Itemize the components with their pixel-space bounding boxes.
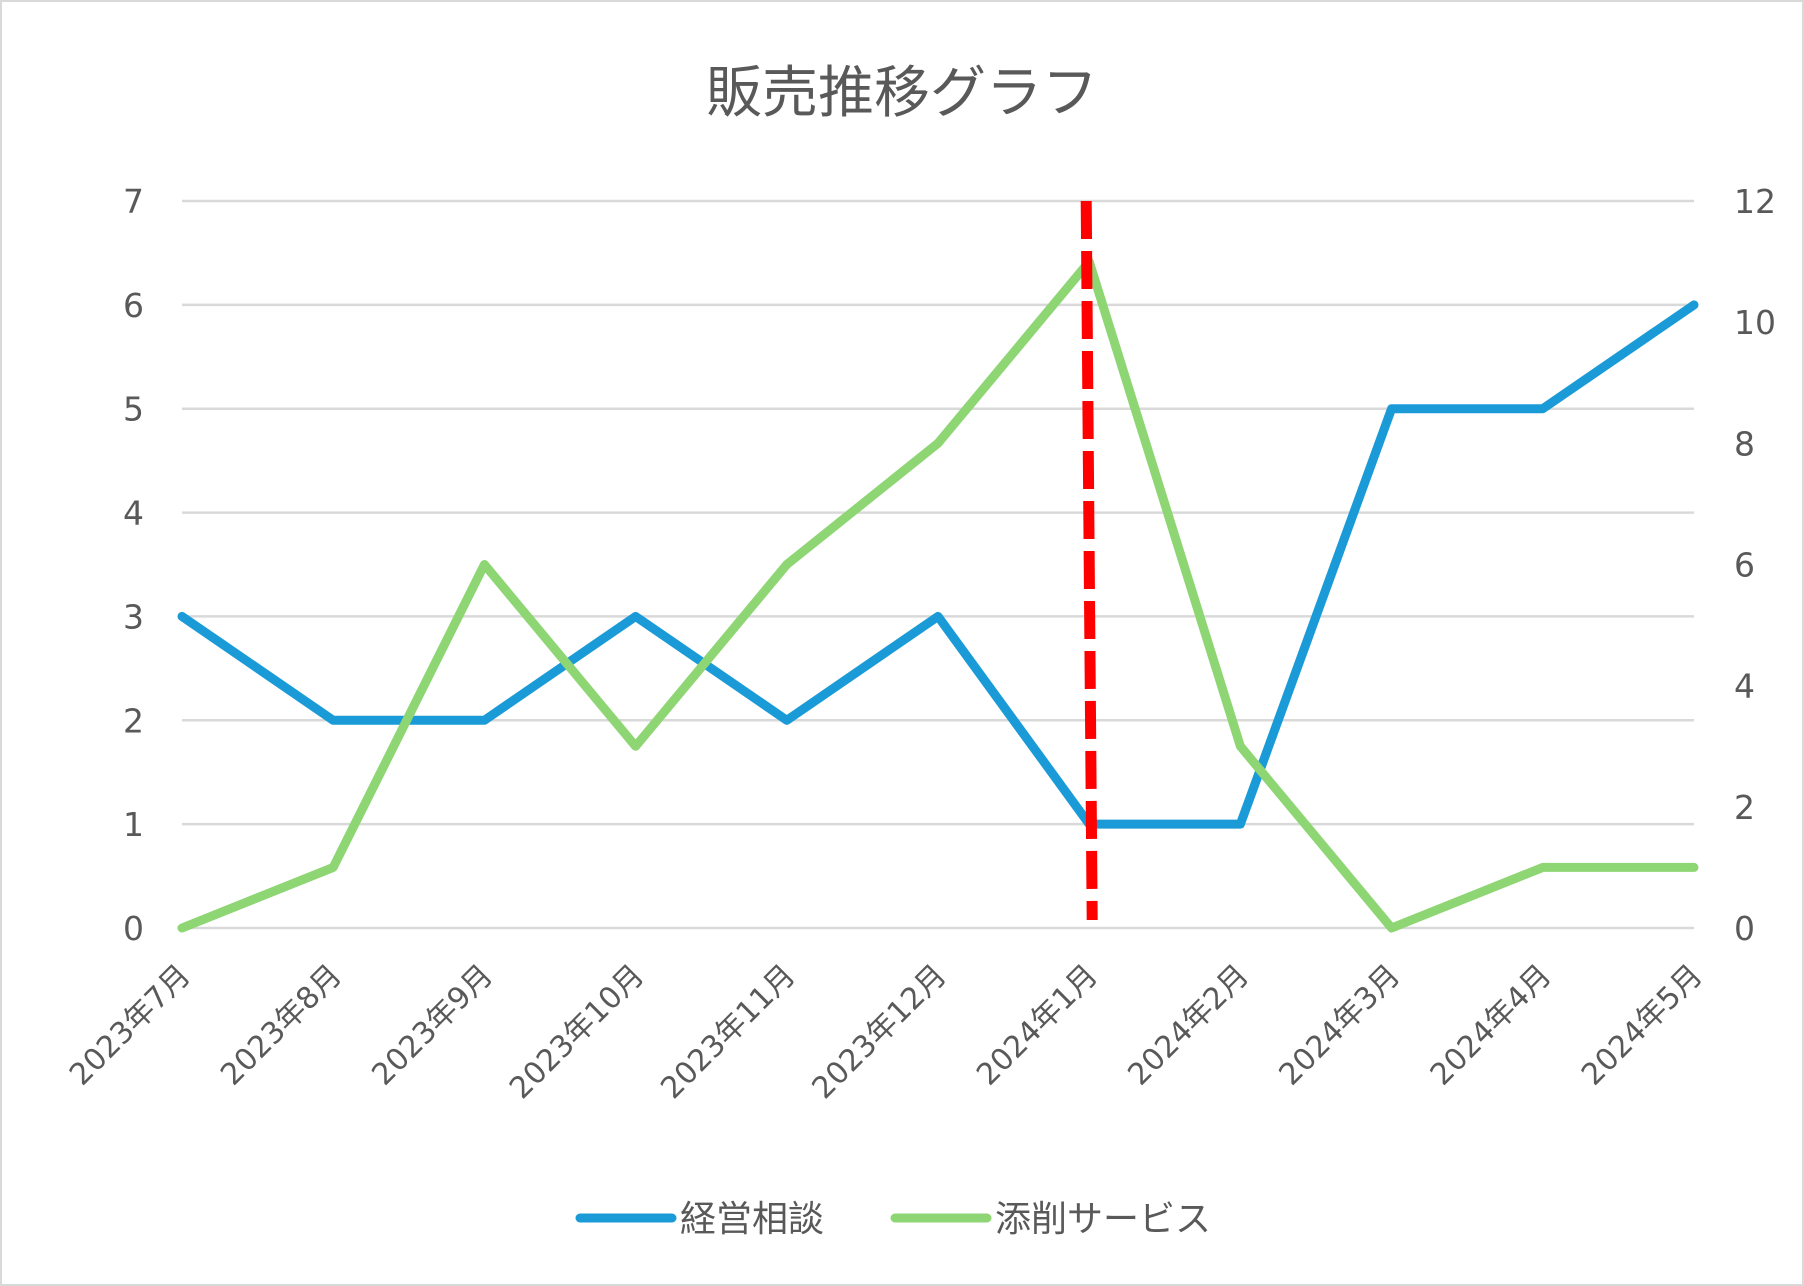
x-tick-label: 2023年7月 — [63, 958, 198, 1093]
series-line-1 — [177, 300, 1699, 829]
x-tick-label: 2023年9月 — [365, 958, 500, 1093]
chart-title: 販売推移グラフ — [706, 61, 1098, 126]
left-y-axis: 0 1 2 3 4 5 6 7 — [123, 182, 144, 948]
data-point — [1391, 927, 1393, 929]
left-tick-label: 5 — [123, 390, 144, 429]
data-point — [937, 442, 939, 444]
data-point — [483, 719, 485, 721]
right-tick-label: 2 — [1734, 788, 1755, 827]
data-point — [1239, 745, 1241, 747]
data-point — [635, 615, 637, 617]
right-tick-label: 4 — [1734, 667, 1755, 706]
x-tick-label: 2024年1月 — [970, 958, 1105, 1093]
left-tick-label: 4 — [123, 494, 144, 533]
left-tick-label: 1 — [123, 805, 144, 844]
x-tick-label: 2023年10月 — [503, 958, 651, 1106]
marker-line — [1080, 200, 1098, 921]
data-point — [483, 564, 485, 566]
left-tick-label: 2 — [123, 701, 144, 740]
marker-line-group — [1080, 200, 1098, 921]
right-tick-label: 10 — [1734, 303, 1776, 342]
x-tick-label: 2023年11月 — [654, 958, 802, 1106]
legend-label: 経営相談 — [680, 1199, 824, 1240]
legend-label: 添削サービス — [995, 1199, 1211, 1240]
right-tick-label: 12 — [1734, 182, 1776, 221]
series-lines — [177, 257, 1699, 933]
x-tick-label: 2024年2月 — [1121, 958, 1256, 1093]
data-point — [1391, 408, 1393, 410]
x-tick-label: 2023年12月 — [805, 958, 953, 1106]
left-tick-label: 3 — [123, 597, 144, 636]
data-point — [937, 615, 939, 617]
data-point — [1239, 823, 1241, 825]
data-point — [1693, 866, 1695, 868]
legend: 経営相談 添削サービス — [575, 1199, 1211, 1240]
left-tick-label: 7 — [123, 182, 144, 221]
data-point — [635, 745, 637, 747]
data-point — [1542, 866, 1544, 868]
right-y-axis: 0 2 4 6 8 10 12 — [1734, 182, 1776, 948]
data-point — [1693, 304, 1695, 306]
x-tick-label: 2023年8月 — [214, 958, 349, 1093]
right-tick-label: 6 — [1734, 546, 1755, 585]
gridlines — [182, 199, 1694, 930]
data-point — [181, 927, 183, 929]
left-tick-label: 6 — [123, 286, 144, 325]
x-tick-label: 2024年4月 — [1424, 958, 1559, 1093]
data-point — [1542, 408, 1544, 410]
data-point — [332, 866, 334, 868]
right-tick-label: 0 — [1734, 909, 1755, 948]
series-line-2 — [177, 257, 1699, 933]
x-tick-label: 2024年3月 — [1273, 958, 1408, 1093]
x-tick-label: 2024年5月 — [1575, 958, 1710, 1093]
data-point — [786, 564, 788, 566]
left-tick-label: 0 — [123, 909, 144, 948]
right-tick-label: 8 — [1734, 424, 1755, 463]
x-axis: 2023年7月 2023年8月 2023年9月 2023年10月 2023年11月 202… — [63, 958, 1710, 1106]
data-point — [332, 719, 334, 721]
data-point — [786, 719, 788, 721]
data-point — [181, 615, 183, 617]
